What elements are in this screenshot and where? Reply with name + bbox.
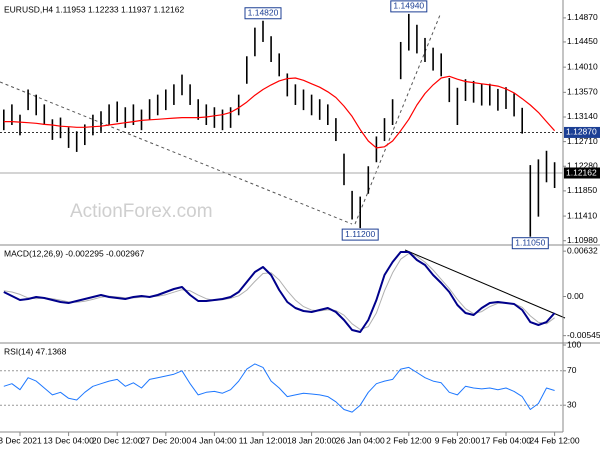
- x-tick-label: 2 Feb 12:00: [386, 435, 432, 445]
- x-tick-label: 13 Dec 04:00: [43, 435, 94, 445]
- price-level-box: [564, 167, 600, 179]
- x-tick-label: 24 Feb 12:00: [530, 435, 580, 445]
- watermark: ActionForex.com: [70, 201, 213, 222]
- moving-average: [3, 75, 556, 149]
- y-tick-label: -0.005455: [567, 330, 600, 340]
- x-tick-label: 3 Dec 2021: [0, 435, 42, 445]
- macd-line: [3, 251, 556, 333]
- annotation-label: 1.11050: [515, 237, 545, 247]
- annotation-box: [390, 0, 428, 13]
- annotation-label: 1.14820: [248, 8, 279, 18]
- annotation-label: 1.11200: [345, 229, 375, 239]
- y-tick-label: 1.14450: [567, 36, 598, 46]
- price-level-box: [564, 126, 600, 138]
- annotation-box: [244, 7, 282, 20]
- annotation-box: [341, 228, 379, 241]
- x-tick-label: 18 Jan 20:00: [287, 435, 336, 445]
- y-tick-label: 1.13570: [567, 87, 598, 97]
- rsi-line: [3, 363, 555, 413]
- x-tick-label: 26 Jan 04:00: [336, 435, 385, 445]
- x-tick-label: 9 Feb 20:00: [435, 435, 481, 445]
- x-tick-label: 4 Jan 04:00: [192, 435, 237, 445]
- y-tick-label: 100: [567, 339, 581, 349]
- y-tick-label: 1.13140: [567, 111, 598, 121]
- price-level-label: 1.12162: [566, 167, 597, 177]
- y-tick-label: 70: [567, 365, 577, 375]
- y-tick-label: 1.11850: [567, 185, 597, 195]
- y-tick-label: 1.14870: [567, 12, 598, 22]
- x-tick-label: 20 Dec 12:00: [92, 435, 143, 445]
- y-tick-label: 30: [567, 399, 577, 409]
- annotation-box: [511, 237, 549, 250]
- panel-title: RSI(14) 47.1368: [4, 346, 67, 356]
- y-tick-label: 1.14010: [567, 61, 598, 71]
- price-level-label: 1.12870: [566, 127, 597, 137]
- y-tick-label: 1.12710: [567, 136, 598, 146]
- y-tick-label: 0.00632: [567, 245, 598, 255]
- y-tick-label: 1.11410: [567, 210, 597, 220]
- y-tick-label: 0.00: [567, 291, 584, 301]
- y-tick-label: 1.12280: [567, 160, 598, 170]
- y-tick-label: 1.10980: [567, 235, 598, 245]
- panel-title: EURUSD,H4 1.11953 1.12233 1.11937 1.1216…: [4, 4, 184, 14]
- x-tick-label: 27 Dec 20:00: [141, 435, 192, 445]
- trend-line: [354, 14, 441, 225]
- annotation-label: 1.14940: [393, 1, 424, 11]
- x-tick-label: 17 Feb 04:00: [481, 435, 531, 445]
- macd-line: [3, 253, 555, 330]
- macd-trend-line: [404, 249, 566, 319]
- x-tick-label: 11 Jan 12:00: [239, 435, 288, 445]
- panel-title: MACD(12,26,9) -0.002295 -0.002967: [4, 248, 145, 258]
